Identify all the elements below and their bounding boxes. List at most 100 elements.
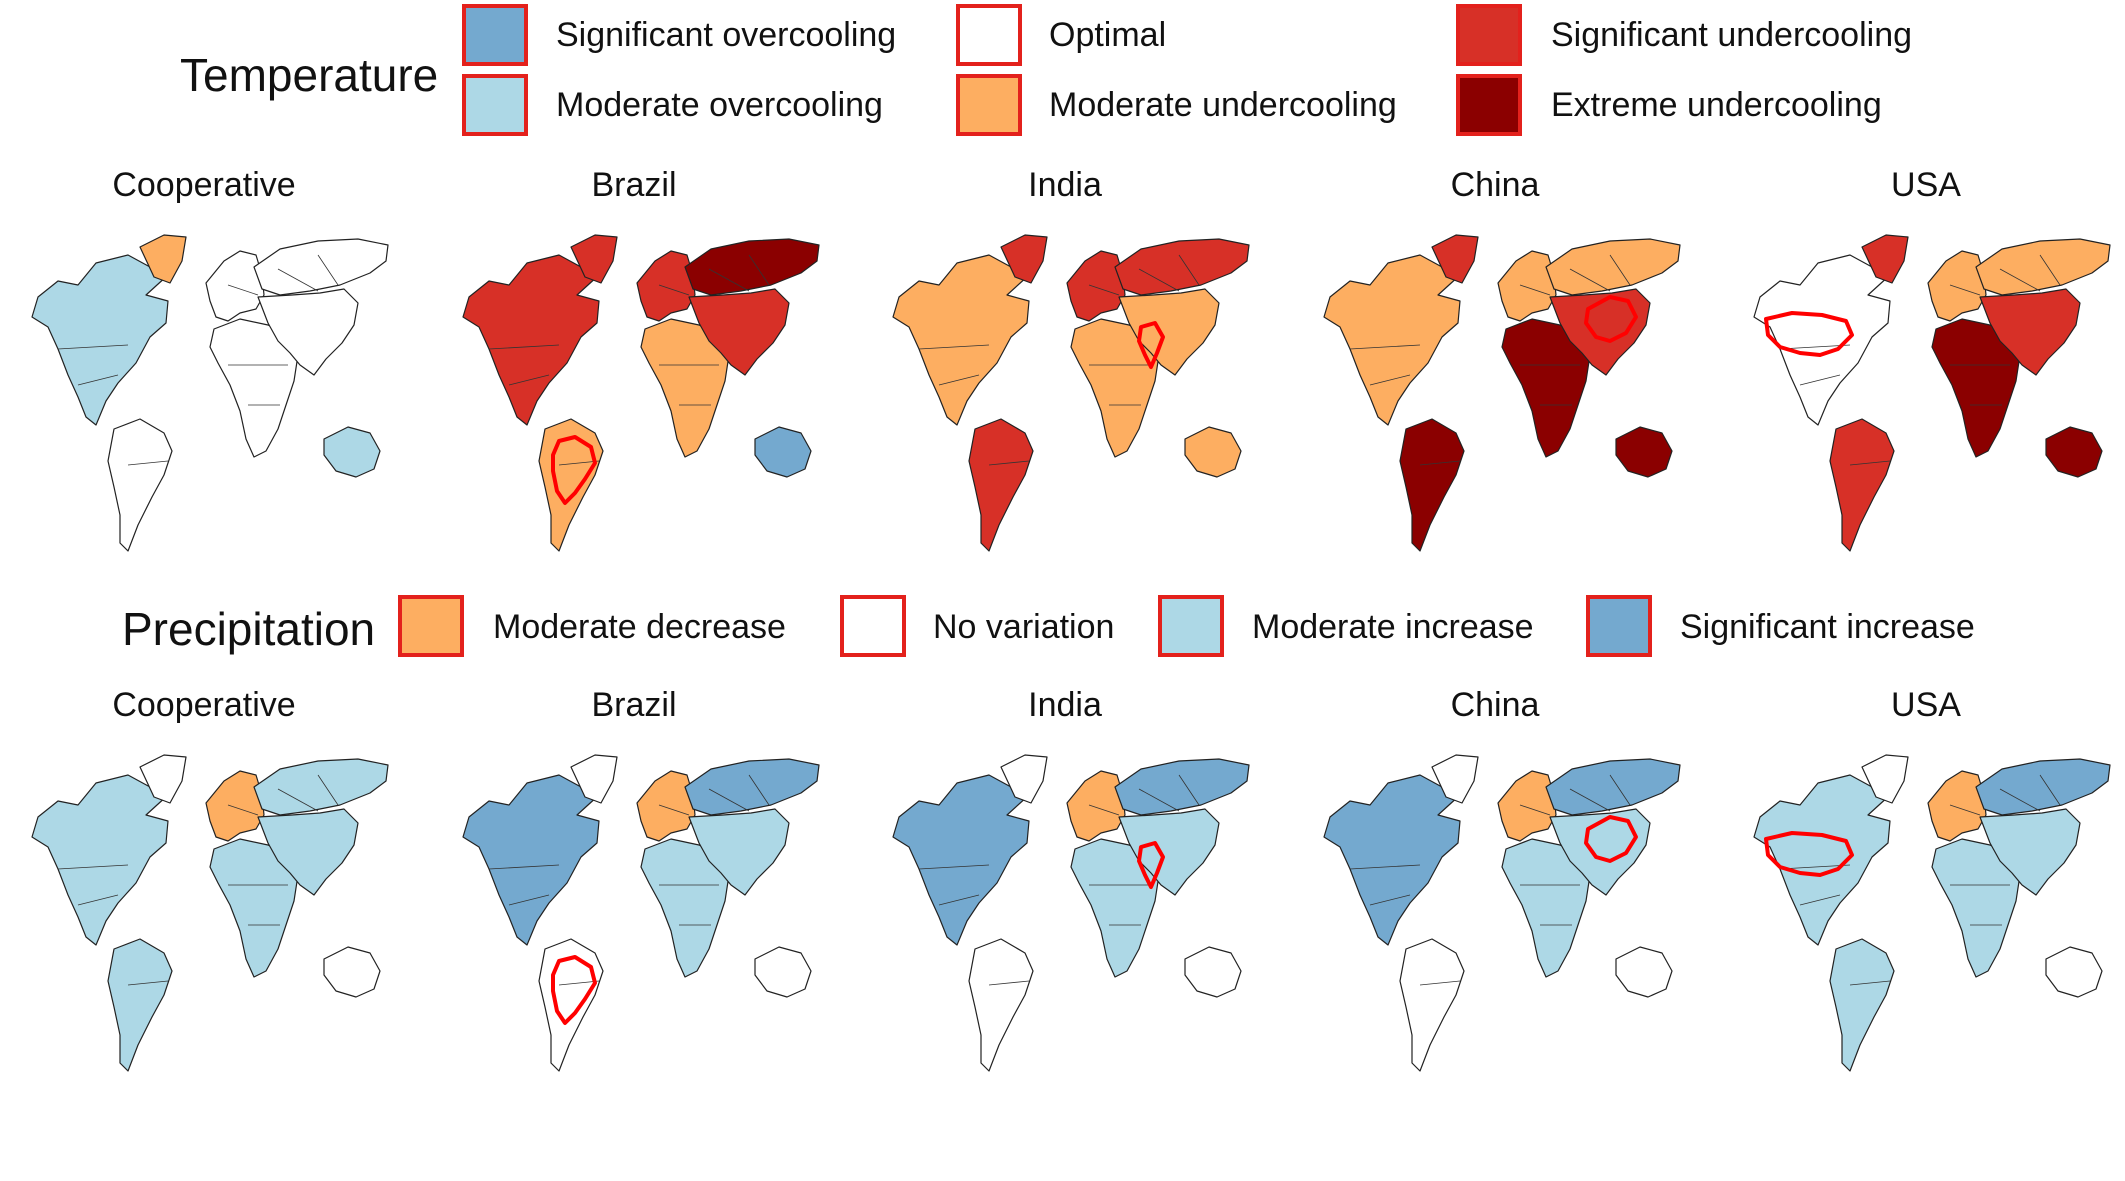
border-line bbox=[558, 980, 600, 986]
border-line bbox=[1779, 344, 1851, 350]
temperature-panel-title: Brazil bbox=[591, 166, 677, 204]
region-russia bbox=[684, 238, 820, 296]
region-greenland bbox=[570, 234, 618, 284]
precipitation-map-cooperative bbox=[18, 745, 398, 1090]
border-line bbox=[1369, 374, 1411, 386]
border-line bbox=[1088, 804, 1120, 816]
border-line bbox=[127, 980, 169, 986]
legend-swatch-extreme-undercooling bbox=[1456, 74, 1522, 136]
highlight-brazil bbox=[551, 955, 597, 1025]
legend-label-moderate-increase: Moderate increase bbox=[1252, 608, 1534, 646]
border-line bbox=[1799, 374, 1841, 386]
region-asia bbox=[1549, 808, 1651, 896]
temperature-panel-title: India bbox=[1028, 166, 1102, 204]
border-line bbox=[77, 894, 119, 906]
region-s-america bbox=[1829, 938, 1895, 1072]
border-line bbox=[1519, 284, 1551, 296]
precipitation-panel-title: Brazil bbox=[591, 686, 677, 724]
region-greenland bbox=[1431, 234, 1479, 284]
border-line bbox=[1138, 268, 1180, 292]
region-russia bbox=[253, 758, 389, 816]
legend-label-moderate-decrease: Moderate decrease bbox=[493, 608, 786, 646]
region-s-america bbox=[107, 418, 173, 552]
precipitation-map-china bbox=[1310, 745, 1690, 1090]
legend-swatch-moderate-overcooling bbox=[462, 74, 528, 136]
temperature-map-india bbox=[879, 225, 1259, 570]
precipitation-map-india bbox=[879, 745, 1259, 1090]
region-asia bbox=[688, 808, 790, 896]
region-n-america bbox=[892, 774, 1030, 946]
border-line bbox=[748, 774, 770, 806]
border-line bbox=[57, 864, 129, 870]
border-line bbox=[488, 344, 560, 350]
highlight-india bbox=[1137, 321, 1165, 369]
precipitation-panel-title: Cooperative bbox=[112, 686, 296, 724]
border-line bbox=[1949, 284, 1981, 296]
border-line bbox=[558, 460, 600, 466]
highlight-brazil bbox=[551, 435, 597, 505]
region-europe bbox=[1066, 770, 1126, 842]
border-line bbox=[1419, 460, 1461, 466]
border-line bbox=[277, 788, 319, 812]
region-greenland bbox=[1861, 754, 1909, 804]
temperature-map-cooperative bbox=[18, 225, 398, 570]
region-asia bbox=[1979, 288, 2081, 376]
region-n-america bbox=[462, 774, 600, 946]
region-australia bbox=[754, 946, 812, 998]
region-australia bbox=[323, 946, 381, 998]
border-line bbox=[1178, 254, 1200, 286]
border-line bbox=[938, 374, 980, 386]
border-line bbox=[1999, 788, 2041, 812]
region-australia bbox=[2045, 426, 2103, 478]
border-line bbox=[227, 284, 259, 296]
region-greenland bbox=[139, 234, 187, 284]
region-europe bbox=[205, 250, 265, 322]
region-n-america bbox=[1323, 254, 1461, 426]
border-line bbox=[2039, 254, 2061, 286]
border-line bbox=[317, 254, 339, 286]
region-greenland bbox=[139, 754, 187, 804]
legend-swatch-moderate-decrease bbox=[398, 595, 464, 657]
region-europe bbox=[1066, 250, 1126, 322]
border-line bbox=[77, 374, 119, 386]
region-greenland bbox=[570, 754, 618, 804]
region-asia bbox=[1549, 288, 1651, 376]
region-australia bbox=[2045, 946, 2103, 998]
highlight-china bbox=[1584, 815, 1638, 863]
highlight-usa bbox=[1764, 311, 1854, 357]
border-line bbox=[1799, 894, 1841, 906]
border-line bbox=[2039, 774, 2061, 806]
border-line bbox=[1569, 268, 1611, 292]
precipitation-panel-title: USA bbox=[1891, 686, 1961, 724]
temperature-panel-title: USA bbox=[1891, 166, 1961, 204]
region-s-america bbox=[1829, 418, 1895, 552]
highlight-india bbox=[1137, 841, 1165, 889]
region-n-america bbox=[462, 254, 600, 426]
border-line bbox=[127, 460, 169, 466]
region-n-america bbox=[1323, 774, 1461, 946]
legend-swatch-optimal bbox=[956, 4, 1022, 66]
precipitation-panel-title: India bbox=[1028, 686, 1102, 724]
border-line bbox=[1999, 268, 2041, 292]
border-line bbox=[1569, 788, 1611, 812]
border-line bbox=[708, 788, 750, 812]
border-line bbox=[1609, 254, 1631, 286]
border-line bbox=[658, 284, 690, 296]
border-line bbox=[918, 344, 990, 350]
region-s-america bbox=[107, 938, 173, 1072]
region-australia bbox=[1184, 426, 1242, 478]
region-n-america bbox=[31, 254, 169, 426]
legend-label-significant-increase: Significant increase bbox=[1680, 608, 1975, 646]
border-line bbox=[488, 864, 560, 870]
temperature-map-china bbox=[1310, 225, 1690, 570]
legend-label-moderate-undercooling: Moderate undercooling bbox=[1049, 86, 1397, 124]
region-greenland bbox=[1000, 234, 1048, 284]
border-line bbox=[1519, 804, 1551, 816]
border-line bbox=[1349, 864, 1421, 870]
region-europe bbox=[1927, 770, 1987, 842]
border-line bbox=[57, 344, 129, 350]
legend-label-significant-overcooling: Significant overcooling bbox=[556, 16, 897, 54]
region-russia bbox=[1114, 238, 1250, 296]
region-europe bbox=[1497, 770, 1557, 842]
region-greenland bbox=[1000, 754, 1048, 804]
